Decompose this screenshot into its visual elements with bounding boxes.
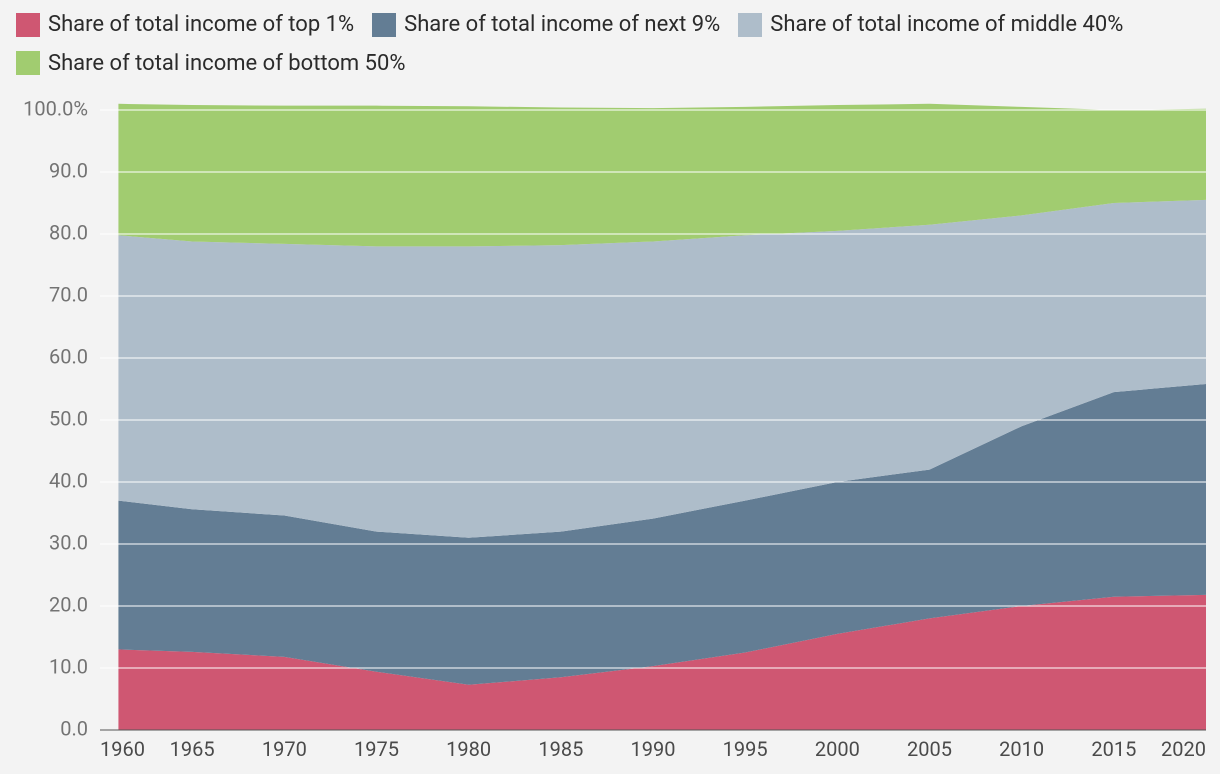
y-tick-label-60: 60.0 — [49, 344, 88, 368]
y-tick-label-70: 70.0 — [49, 282, 88, 306]
y-tick-label-80: 80.0 — [49, 220, 88, 244]
x-tick-label-1995: 1995 — [723, 737, 768, 761]
y-tick-label-40: 40.0 — [49, 468, 88, 492]
y-tick-label-20: 20.0 — [49, 592, 88, 616]
x-tick-label-1985: 1985 — [538, 737, 583, 761]
x-tick-label-1990: 1990 — [631, 737, 676, 761]
x-tick-label-2020: 2020 — [1161, 737, 1206, 761]
x-tick-label-1960: 1960 — [100, 737, 145, 761]
x-tick-label-1970: 1970 — [262, 737, 307, 761]
y-tick-label-30: 30.0 — [49, 530, 88, 554]
x-tick-label-2005: 2005 — [907, 737, 952, 761]
stacked-area-chart: 0.0 10.0 20.0 30.0 40.0 50.0 60.0 70.0 80.0 90.0 1… — [0, 0, 1220, 774]
x-tick-label-2000: 2000 — [815, 737, 860, 761]
y-tick-label-10: 10.0 — [49, 654, 88, 678]
x-tick-label-1965: 1965 — [170, 737, 215, 761]
chart-container: Share of total income of top 1%Share of … — [0, 0, 1220, 774]
x-tick-label-2010: 2010 — [999, 737, 1044, 761]
y-tick-label-0: 0.0 — [60, 716, 88, 740]
x-tick-label-1980: 1980 — [446, 737, 491, 761]
x-tick-label-2015: 2015 — [1091, 737, 1136, 761]
y-tick-label-50: 50.0 — [49, 406, 88, 430]
y-tick-label-100: 100.0% — [23, 96, 88, 120]
y-tick-label-90: 90.0 — [49, 158, 88, 182]
x-tick-label-1975: 1975 — [354, 737, 399, 761]
